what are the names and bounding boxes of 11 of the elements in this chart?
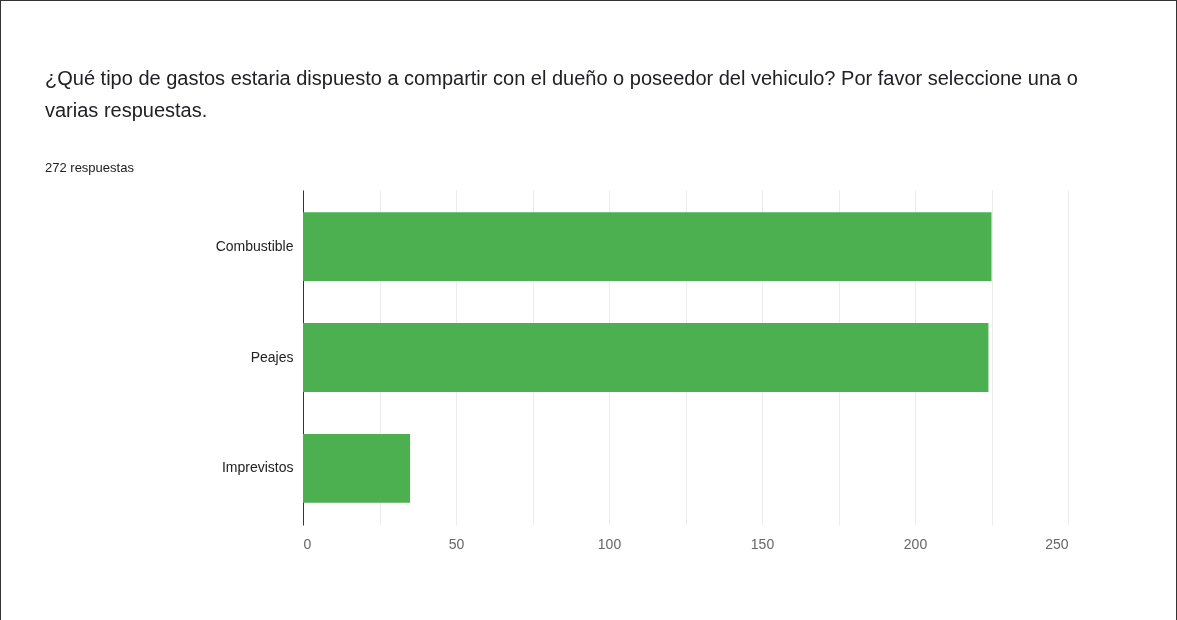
x-tick-label: 200	[903, 535, 928, 552]
chart-title: ¿Qué tipo de gastos estaria dispuesto a compartir con el dueño o poseedor del vehiculo? Por favor seleccione una o varias respuestas.	[45, 66, 1079, 123]
x-tick-label: 250	[1045, 535, 1069, 552]
y-tick-label: Peajes	[250, 348, 294, 365]
x-tick-label: 50	[448, 535, 465, 552]
x-tick-label: 100	[597, 535, 622, 552]
y-tick-label: Combustible	[215, 237, 294, 254]
x-tick-label: 0	[303, 535, 312, 552]
text: 272 respuestas	[45, 160, 134, 175]
x-tick-label: 150	[750, 535, 775, 552]
y-tick-label: Imprevistos	[221, 459, 294, 476]
